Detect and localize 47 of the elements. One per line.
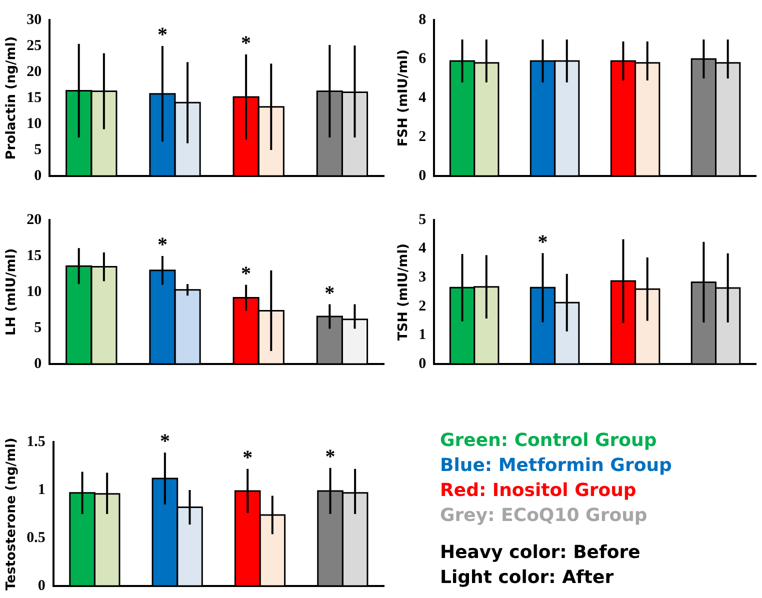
y-axis-title: Prolactin (ng/ml) [4,36,20,160]
y-tick-label: 0 [418,356,426,372]
y-tick-label: 1 [38,482,46,498]
y-tick-label: 15 [26,248,42,264]
y-tick-label: 2 [418,298,426,314]
y-tick-label: 4 [418,240,427,257]
y-tick-label: 2 [418,128,426,145]
y-tick-label: 1 [418,327,426,344]
annotation: * [160,430,170,453]
y-axis-title: FSH (mIU/ml) [396,49,412,147]
annotation: * [157,234,168,256]
y-tick-label: 0 [34,168,42,184]
y-tick-label: 0 [418,168,426,184]
y-tick-label: 20 [26,64,42,80]
y-tick-label: 5 [34,142,42,158]
y-axis-title: Testosterone (ng/ml) [4,438,20,590]
y-tick-label: 30 [26,12,42,28]
text: Grey: ECoQ10 Group [440,504,648,528]
text: Heavy color: Before [440,541,642,565]
annotation: * [538,231,548,254]
annotation: * [242,447,253,470]
annotation: * [157,24,168,46]
y-tick-label: 5 [34,320,42,336]
y-tick-label: 0 [34,356,42,372]
y-axis-title: LH (mIU/ml) [4,248,20,336]
annotation: * [241,32,252,54]
y-tick-label: 20 [26,212,42,228]
y-tick-label: 0.5 [26,530,46,546]
y-tick-label: 3 [418,269,426,286]
y-tick-label: 8 [418,12,426,28]
y-tick-label: 6 [418,50,427,67]
y-tick-label: 10 [26,116,42,132]
y-tick-label: 25 [26,38,42,54]
y-tick-label: 10 [26,284,42,300]
text: Light color: After [440,566,615,590]
y-axis-title: TSH (mIU/ml) [396,243,412,341]
y-tick-label: 1.5 [26,434,46,450]
y-tick-label: 0 [38,578,46,594]
annotation: * [324,282,335,304]
annotation: * [241,262,252,285]
text: Blue: Metformin Group [440,454,673,478]
y-tick-label: 4 [418,90,427,106]
y-tick-label: 15 [26,90,42,106]
text: Green: Control Group [440,429,658,453]
y-tick-label: 5 [418,212,426,228]
annotation: * [325,446,336,468]
text: Red: Inositol Group [440,479,638,503]
